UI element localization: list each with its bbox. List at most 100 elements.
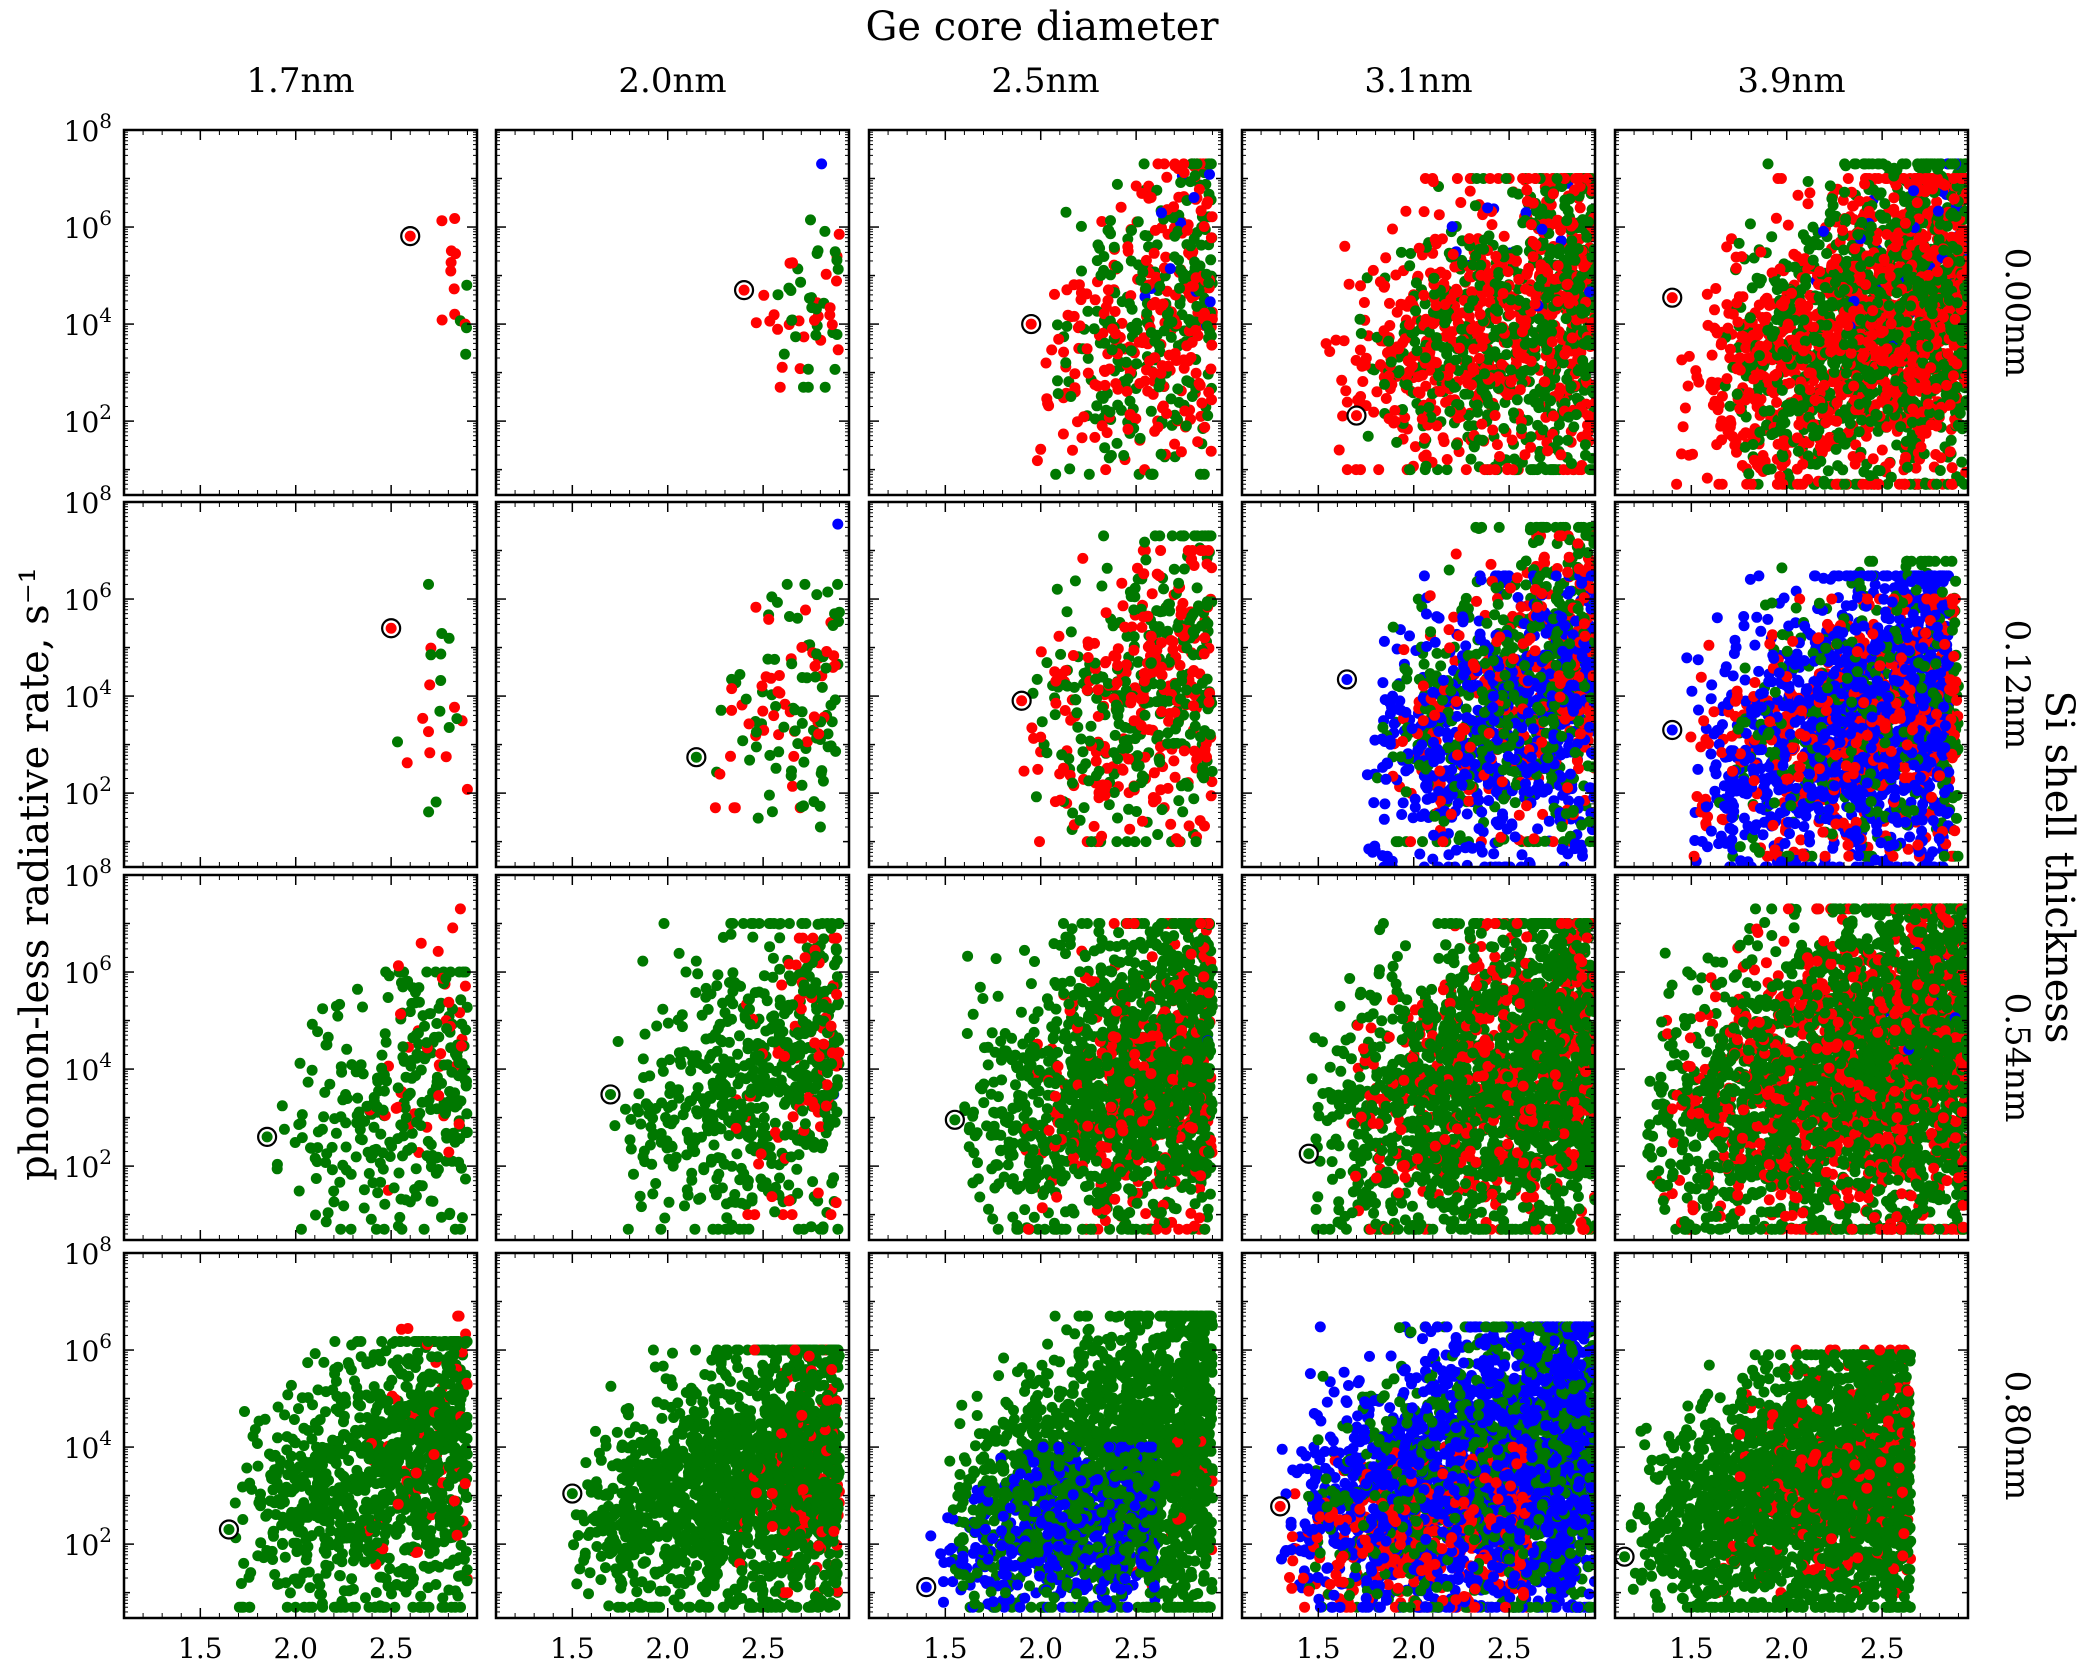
data-point-red [1081,343,1093,355]
data-point-green [1798,314,1810,326]
data-point-green [1954,255,1966,267]
data-point-red [1784,377,1796,389]
data-point-red [1797,458,1809,470]
data-point-red [1769,370,1780,382]
data-point-green [1843,273,1855,285]
data-point-green [1191,158,1203,170]
data-point-green [1106,344,1118,356]
data-point-red [1417,369,1428,381]
data-point-red [1876,444,1888,456]
data-point-green [1536,203,1548,215]
data-point-green [1201,320,1213,332]
data-point-red [1510,255,1522,267]
data-point-red [1169,348,1181,359]
data-point-green [1905,300,1916,312]
data-point-red [1552,260,1564,272]
data-point-green [1959,205,1968,217]
data-point-blue [1482,202,1494,214]
data-point-green [1172,383,1184,395]
data-point-red [1096,420,1108,432]
data-point-green [1837,464,1849,476]
data-point-red [1517,173,1529,184]
data-point-red [1578,261,1590,273]
data-point-red [1058,346,1070,358]
data-point-green [461,322,472,334]
points-layer [1320,173,1595,476]
data-point-green [1891,287,1903,299]
data-point-red [1774,470,1786,482]
data-point-green [1060,206,1072,218]
data-point-red [1906,239,1917,251]
data-point-red [1337,410,1349,422]
data-point-green [1105,269,1116,281]
data-point-green [1125,255,1137,267]
data-point-red [1413,242,1425,254]
data-point-red [1190,367,1202,379]
data-point-red [1380,393,1392,404]
data-point-green [1840,213,1852,225]
data-point-green [1470,250,1482,262]
data-point-green [1203,277,1215,289]
data-point-red [1927,183,1938,195]
data-point-green [1541,344,1553,356]
data-point-green [1423,402,1435,413]
data-point-green [1818,478,1830,490]
panel-frame [867,128,1224,497]
data-point-red [1162,360,1174,372]
data-point-red [1876,355,1887,366]
data-point-red [1589,397,1595,409]
data-point-green [1118,450,1130,461]
data-point-red [1487,424,1499,436]
data-point-red [1420,380,1432,392]
data-point-green [1552,435,1564,447]
data-point-red [1031,455,1043,467]
data-point-green [1103,224,1115,236]
data-point-green [1442,343,1454,354]
data-point-green [1934,465,1946,476]
data-point-green [1536,335,1548,347]
data-point-green [1092,239,1104,251]
data-point-green [1508,407,1519,419]
data-point-green [1355,328,1367,339]
data-point-red [1903,370,1915,382]
data-point-red [1343,278,1355,290]
data-point-red [1102,284,1114,296]
data-point-red [1205,445,1217,457]
data-point-red [1391,306,1403,318]
data-point-green [1766,330,1778,342]
data-point-green [1824,180,1836,192]
data-point-red [1899,217,1911,229]
data-point-green [1493,267,1505,278]
data-point-green [1132,216,1144,228]
points-layer [400,213,473,360]
data-point-red [1721,373,1733,385]
data-point-red [1053,333,1065,345]
data-point-green [1808,239,1820,251]
data-point-red [1110,378,1122,390]
data-point-red [1196,397,1208,409]
data-point-green [1954,475,1966,487]
data-point-red [1920,427,1932,439]
panel-frame [1613,128,1970,497]
data-point-green [1065,391,1077,402]
data-point-green [1125,345,1137,357]
data-point-green [1744,218,1756,230]
data-point-blue [1520,207,1532,219]
data-point-red [787,257,798,269]
data-point-green [1500,349,1512,361]
data-point-green [1888,170,1900,182]
data-point-green [810,329,822,341]
data-point-red [1944,446,1956,458]
data-point-red [1944,399,1956,411]
panel-grid [122,128,1970,1620]
data-point-red [1945,478,1957,490]
data-point-red [1763,299,1775,311]
data-point-red [1566,332,1578,344]
data-point-red [1513,273,1525,285]
data-point-green [1404,464,1415,476]
data-point-green [1202,410,1214,422]
data-point-green [1527,337,1539,349]
data-point-red [1418,206,1430,218]
data-point-green [1463,409,1475,421]
